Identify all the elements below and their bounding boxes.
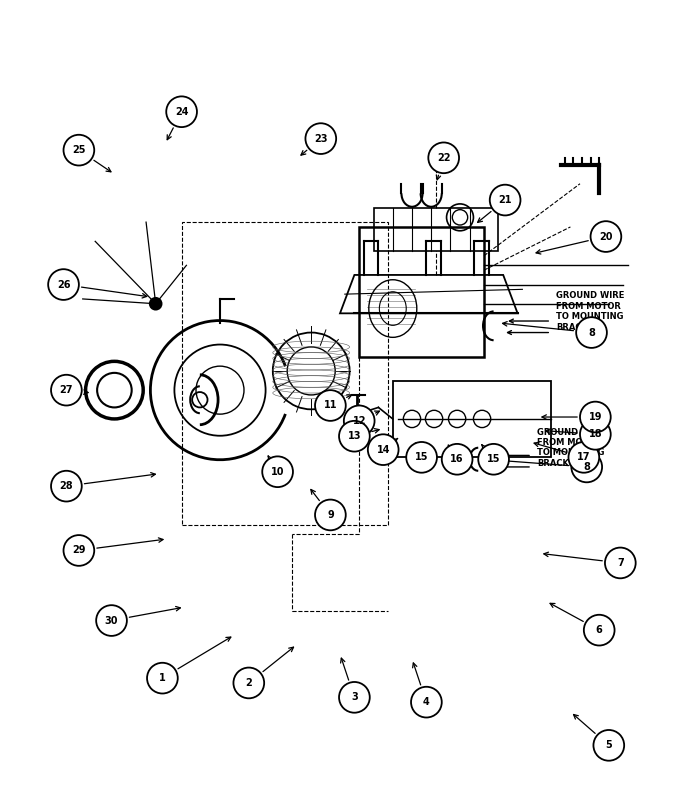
- Text: 22: 22: [437, 153, 450, 163]
- Text: 30: 30: [105, 615, 118, 626]
- Circle shape: [339, 421, 370, 452]
- Circle shape: [478, 444, 509, 475]
- Text: 28: 28: [60, 481, 73, 491]
- Text: 19: 19: [589, 412, 602, 422]
- Circle shape: [605, 548, 636, 578]
- Circle shape: [233, 667, 264, 698]
- Text: 11: 11: [324, 401, 337, 411]
- Circle shape: [580, 419, 611, 449]
- Circle shape: [51, 375, 82, 405]
- Circle shape: [590, 221, 622, 252]
- Bar: [373, 208, 498, 251]
- Text: 12: 12: [352, 416, 366, 426]
- Bar: [182, 222, 388, 525]
- Circle shape: [428, 142, 459, 173]
- Text: 27: 27: [60, 385, 73, 395]
- Circle shape: [571, 452, 602, 482]
- Circle shape: [96, 605, 127, 636]
- Circle shape: [580, 401, 611, 432]
- Circle shape: [406, 442, 437, 473]
- Text: 29: 29: [72, 545, 86, 556]
- Text: 15: 15: [415, 453, 428, 462]
- Text: 10: 10: [271, 467, 284, 477]
- Text: 2: 2: [245, 678, 252, 688]
- Text: 17: 17: [577, 453, 591, 462]
- Text: 5: 5: [605, 741, 612, 750]
- Circle shape: [63, 535, 95, 566]
- Circle shape: [490, 185, 520, 216]
- Text: 7: 7: [617, 558, 624, 568]
- Text: 1: 1: [159, 673, 166, 683]
- Text: 6: 6: [596, 625, 602, 635]
- Circle shape: [315, 390, 345, 421]
- Circle shape: [166, 96, 197, 127]
- Circle shape: [315, 500, 345, 530]
- Text: 20: 20: [599, 231, 613, 242]
- Circle shape: [51, 471, 82, 501]
- Circle shape: [442, 444, 473, 475]
- Text: 23: 23: [314, 134, 328, 143]
- Text: 21: 21: [498, 195, 512, 205]
- Text: 24: 24: [175, 107, 188, 116]
- Circle shape: [594, 730, 624, 761]
- Text: 3: 3: [351, 693, 358, 702]
- Circle shape: [344, 405, 375, 436]
- Circle shape: [568, 442, 599, 473]
- Circle shape: [305, 124, 336, 154]
- Circle shape: [48, 269, 79, 300]
- Bar: [393, 381, 551, 457]
- Text: 15: 15: [487, 454, 500, 464]
- Text: 26: 26: [56, 279, 70, 290]
- Circle shape: [63, 135, 95, 165]
- Circle shape: [368, 434, 398, 465]
- Text: GROUND WIRE
FROM MOTOR
TO MOUNTING
BRACKET: GROUND WIRE FROM MOTOR TO MOUNTING BRACK…: [537, 427, 605, 467]
- Circle shape: [576, 317, 607, 348]
- Text: 16: 16: [450, 454, 464, 464]
- Circle shape: [147, 663, 177, 693]
- Text: 13: 13: [347, 431, 361, 442]
- Circle shape: [411, 687, 442, 718]
- Circle shape: [262, 456, 293, 487]
- Circle shape: [339, 682, 370, 713]
- Text: 14: 14: [377, 445, 390, 455]
- Circle shape: [584, 615, 615, 645]
- Text: 18: 18: [589, 429, 602, 439]
- Text: GROUND WIRE
FROM MOTOR
TO MOUNTING
BRACKET: GROUND WIRE FROM MOTOR TO MOUNTING BRACK…: [556, 291, 624, 331]
- Bar: [359, 227, 484, 357]
- Text: 4: 4: [423, 697, 430, 708]
- Text: 8: 8: [588, 327, 595, 338]
- Text: 25: 25: [72, 145, 86, 155]
- Text: 8: 8: [583, 462, 590, 472]
- Circle shape: [150, 298, 161, 309]
- Text: 9: 9: [327, 510, 334, 520]
